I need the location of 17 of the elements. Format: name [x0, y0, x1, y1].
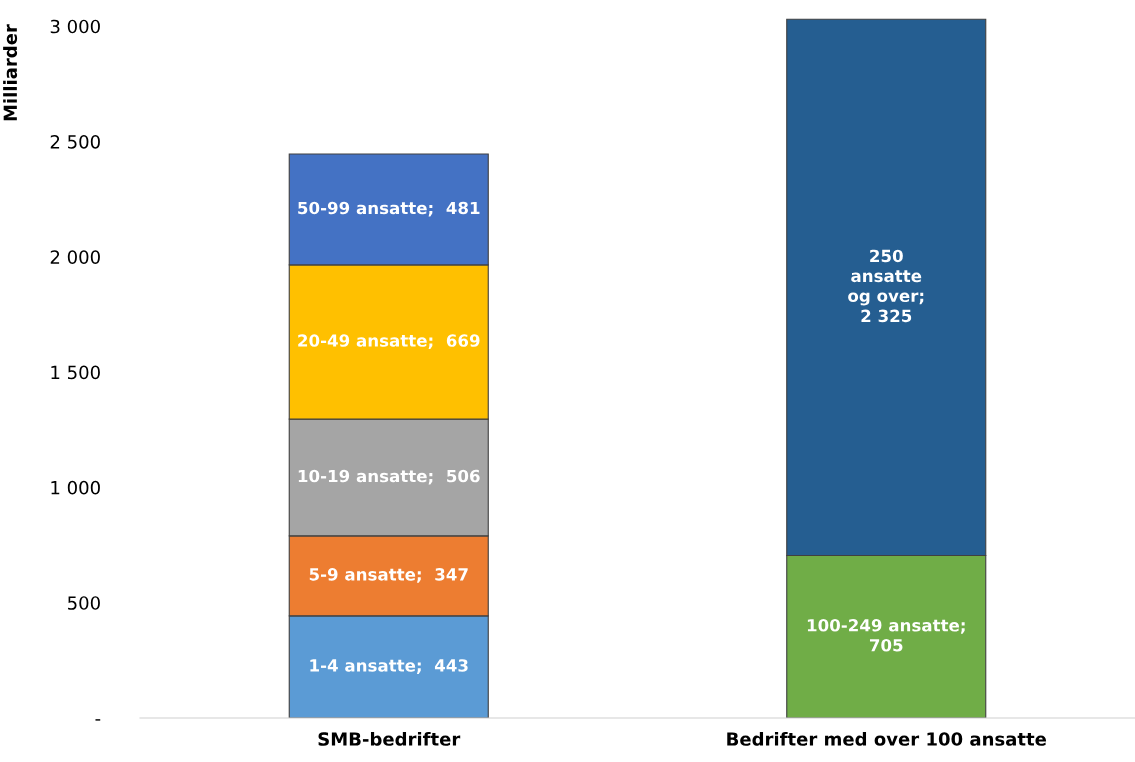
data-label: 1-4 ansatte; 443 [310, 659, 468, 674]
data-label: 50-99 ansatte; 481 [298, 201, 480, 217]
y-tick-label: 2 000 [50, 250, 100, 264]
y-axis-title: Milliarder [3, 24, 18, 121]
y-tick-label: 2 500 [50, 134, 100, 149]
y-tick-label: - [95, 719, 101, 721]
data-label: 100-249 ansatte; 705 [807, 618, 965, 652]
y-tick-label: 3 000 [50, 19, 100, 34]
y-tick-label: 500 [68, 596, 100, 610]
data-label: 10-19 ansatte; 506 [298, 469, 480, 485]
x-tick-label: Bedrifter med over 100 ansatte [727, 731, 1047, 746]
data-label: 250 ansatte og over; 2 325 [848, 249, 924, 323]
y-tick-label: 1 500 [51, 365, 100, 380]
data-label: 20-49 ansatte; 669 [298, 334, 480, 349]
y-tick-label: 1 000 [51, 480, 100, 495]
x-tick-label: SMB-bedrifter [318, 731, 461, 746]
data-label: 5-9 ansatte; 347 [309, 568, 468, 583]
